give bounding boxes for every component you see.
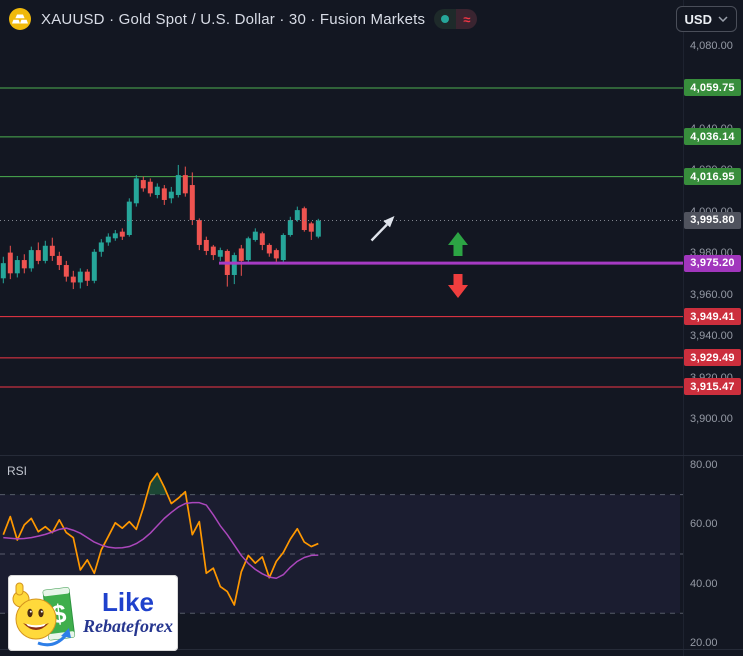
candle[interactable] [273,248,279,262]
candle[interactable] [301,206,307,232]
logo-text-like: Like [101,587,155,618]
trend-arrow-annotation[interactable] [370,216,395,242]
candle[interactable] [28,246,34,272]
candle[interactable] [98,239,104,257]
chart-header: XAUUSD · Gold Spot / U.S. Dollar · 30 · … [8,7,478,31]
candle[interactable] [175,164,181,198]
candle[interactable] [14,255,20,278]
candle[interactable] [231,252,237,285]
candle[interactable] [112,230,118,241]
candle[interactable] [196,218,202,251]
candle[interactable] [238,244,244,276]
delayed-data-icon: ≈ [456,9,478,29]
candle[interactable] [35,242,41,265]
candle[interactable] [133,175,139,207]
rsi-line[interactable] [2,472,319,606]
candle[interactable] [189,172,195,226]
candle[interactable] [168,186,174,204]
candle[interactable] [91,249,97,284]
logo-text-rebateforex: Rebateforex [83,615,173,636]
candle[interactable] [224,249,230,287]
candle[interactable] [140,176,146,192]
candle[interactable] [182,166,188,197]
candle[interactable] [21,254,27,274]
currency-dropdown[interactable]: USD [675,6,737,32]
candle[interactable] [147,178,153,197]
gold-coin-icon [8,7,32,31]
rsi-ma-line[interactable] [3,501,319,580]
candle[interactable] [42,240,48,264]
market-status-pill[interactable]: ≈ [434,9,478,29]
candle[interactable] [77,268,83,289]
price-axis-separator [683,0,684,656]
candle[interactable] [203,236,209,256]
candlestick-series[interactable] [0,164,321,290]
rsi-indicator-label[interactable]: RSI [7,464,28,478]
candle[interactable] [63,260,69,282]
watermark-logo: $ Like Rebateforex [8,575,178,651]
candle[interactable] [245,236,251,262]
candle[interactable] [0,256,6,284]
rsi-overbought-fill [3,473,319,495]
up-arrow-annotation[interactable] [448,232,468,256]
candle[interactable] [210,244,216,261]
candle[interactable] [49,237,55,261]
candle[interactable] [126,198,132,237]
down-arrow-annotation[interactable] [448,274,468,298]
candle[interactable] [280,233,286,262]
candle[interactable] [105,233,111,246]
candle[interactable] [217,247,223,261]
candle[interactable] [259,231,265,251]
candle[interactable] [287,216,293,237]
time-axis-separator [0,649,743,650]
candle[interactable] [252,228,258,242]
chevron-down-icon [718,16,728,22]
symbol-title[interactable]: XAUUSD · Gold Spot / U.S. Dollar · 30 · … [41,10,426,28]
candle[interactable] [56,251,62,271]
pane-separator[interactable] [0,455,743,456]
candle[interactable] [84,269,90,286]
candle[interactable] [119,228,125,240]
candle[interactable] [7,245,13,280]
candle[interactable] [294,206,300,222]
market-open-dot-icon [434,9,457,29]
candle[interactable] [70,270,76,290]
candle[interactable] [315,218,321,239]
logo-smiley-money-icon: $ [10,577,78,649]
candle[interactable] [161,185,167,205]
candle[interactable] [308,221,314,240]
candle[interactable] [154,183,160,199]
currency-label: USD [684,11,712,27]
candle[interactable] [266,243,272,257]
